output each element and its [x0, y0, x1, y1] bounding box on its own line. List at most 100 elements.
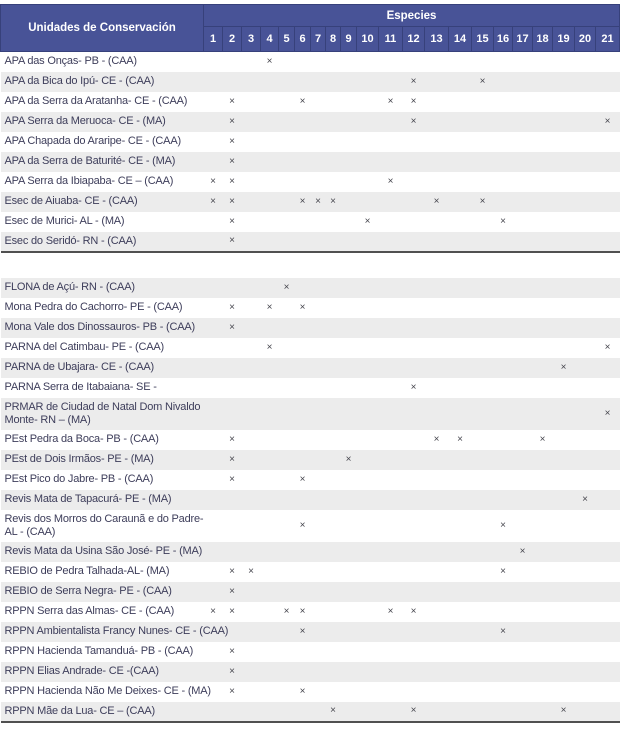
empty-cell	[471, 231, 494, 253]
empty-cell	[261, 278, 279, 298]
presence-mark-cell: ×	[299, 625, 306, 637]
empty-cell	[533, 470, 553, 490]
empty-cell	[341, 602, 357, 622]
presence-mark-cell: ×	[387, 175, 394, 187]
empty-cell	[311, 298, 326, 318]
conservation-unit-label: PRMAR de Ciudad de Natal Dom Nivaldo Mon…	[4, 400, 201, 426]
empty-cell	[596, 298, 620, 318]
presence-mark-cell: ×	[229, 321, 235, 333]
empty-cell	[596, 172, 620, 192]
presence-mark-cell: ×	[582, 493, 588, 505]
presence-mark-cell: ×	[433, 195, 440, 207]
empty-cell	[242, 92, 261, 112]
table-row: APA Chapada do Araripe- CE - (CAA) ×	[1, 132, 620, 152]
empty-cell	[472, 470, 494, 490]
empty-cell	[403, 510, 425, 542]
empty-cell	[553, 542, 575, 562]
presence-mark-cell: ×	[457, 433, 463, 445]
table-row: Mona Vale dos Dinossauros- PB - (CAA) ×	[0, 317, 620, 338]
empty-cell	[223, 338, 242, 358]
empty-cell	[425, 470, 449, 490]
empty-cell	[449, 358, 472, 378]
empty-cell	[311, 358, 326, 378]
empty-cell	[553, 510, 575, 542]
empty-cell	[279, 152, 295, 172]
empty-cell	[512, 701, 533, 723]
empty-cell	[204, 662, 223, 682]
conservation-unit-label: PARNA del Catimbau- PE - (CAA)	[4, 341, 165, 353]
empty-cell	[449, 112, 472, 132]
empty-cell	[310, 701, 326, 723]
presence-mark-cell: ×	[248, 565, 254, 577]
presence-mark-cell: ×	[266, 341, 273, 353]
presence-mark-cell: ×	[539, 433, 546, 445]
empty-cell	[357, 378, 379, 398]
empty-cell	[513, 642, 533, 662]
empty-cell	[295, 430, 311, 450]
table-row: Revis dos Morros do Caraunã e do Padre- …	[1, 510, 620, 542]
empty-cell	[425, 212, 449, 232]
empty-cell	[326, 622, 341, 642]
empty-cell	[295, 582, 311, 602]
empty-cell	[449, 52, 472, 72]
empty-cell	[341, 542, 357, 562]
empty-cell	[311, 450, 326, 470]
empty-cell	[472, 430, 494, 450]
empty-cell	[596, 510, 620, 542]
empty-cell	[357, 470, 379, 490]
empty-cell	[261, 132, 279, 152]
empty-cell	[279, 490, 295, 510]
empty-cell	[357, 662, 379, 682]
empty-cell	[494, 542, 513, 562]
conservation-unit-label: Esec de Murici- AL - (MA)	[4, 215, 125, 227]
empty-cell	[403, 172, 425, 192]
empty-cell	[357, 112, 379, 132]
empty-cell	[379, 212, 403, 232]
empty-cell	[494, 132, 513, 152]
table-row: APA das Onças- PB - (CAA) ×	[1, 52, 620, 72]
empty-cell	[295, 318, 311, 338]
empty-cell	[449, 662, 472, 682]
empty-cell	[242, 430, 261, 450]
empty-cell	[242, 298, 261, 318]
empty-cell	[553, 622, 575, 642]
conservation-unit-label: RPPN Hacienda Não Me Deixes- CE - (MA)	[4, 685, 212, 697]
empty-cell	[204, 278, 223, 298]
empty-cell	[279, 662, 295, 682]
empty-cell	[449, 582, 472, 602]
empty-cell	[553, 172, 575, 192]
empty-cell	[204, 72, 223, 92]
empty-cell	[513, 470, 533, 490]
conservation-unit-label: PARNA de Ubajara- CE - (CAA)	[4, 361, 155, 373]
conservation-unit-label: RPPN Ambientalista Francy Nunes- CE - (C…	[4, 625, 229, 637]
empty-cell	[379, 378, 403, 398]
empty-cell	[242, 682, 261, 702]
empty-cell	[241, 231, 261, 253]
empty-cell	[261, 152, 279, 172]
empty-cell	[472, 132, 494, 152]
empty-cell	[242, 582, 261, 602]
empty-cell	[204, 378, 223, 398]
empty-cell	[595, 231, 620, 253]
empty-cell	[261, 358, 279, 378]
empty-cell	[295, 338, 311, 358]
empty-cell	[326, 490, 341, 510]
species-column-header: 5	[278, 26, 295, 52]
empty-cell	[326, 72, 341, 92]
empty-cell	[425, 398, 449, 430]
empty-cell	[341, 430, 357, 450]
empty-cell	[311, 152, 326, 172]
empty-cell	[204, 398, 223, 430]
empty-cell	[596, 52, 620, 72]
empty-cell	[311, 510, 326, 542]
empty-cell	[279, 298, 295, 318]
empty-cell	[204, 152, 223, 172]
empty-cell	[261, 112, 279, 132]
empty-cell	[513, 358, 533, 378]
empty-cell	[471, 701, 494, 723]
empty-cell	[575, 298, 596, 318]
conservation-unit-label: Revis dos Morros do Caraunã e do Padre- …	[4, 512, 204, 538]
empty-cell	[553, 318, 575, 338]
empty-cell	[425, 172, 449, 192]
empty-cell	[242, 52, 261, 72]
